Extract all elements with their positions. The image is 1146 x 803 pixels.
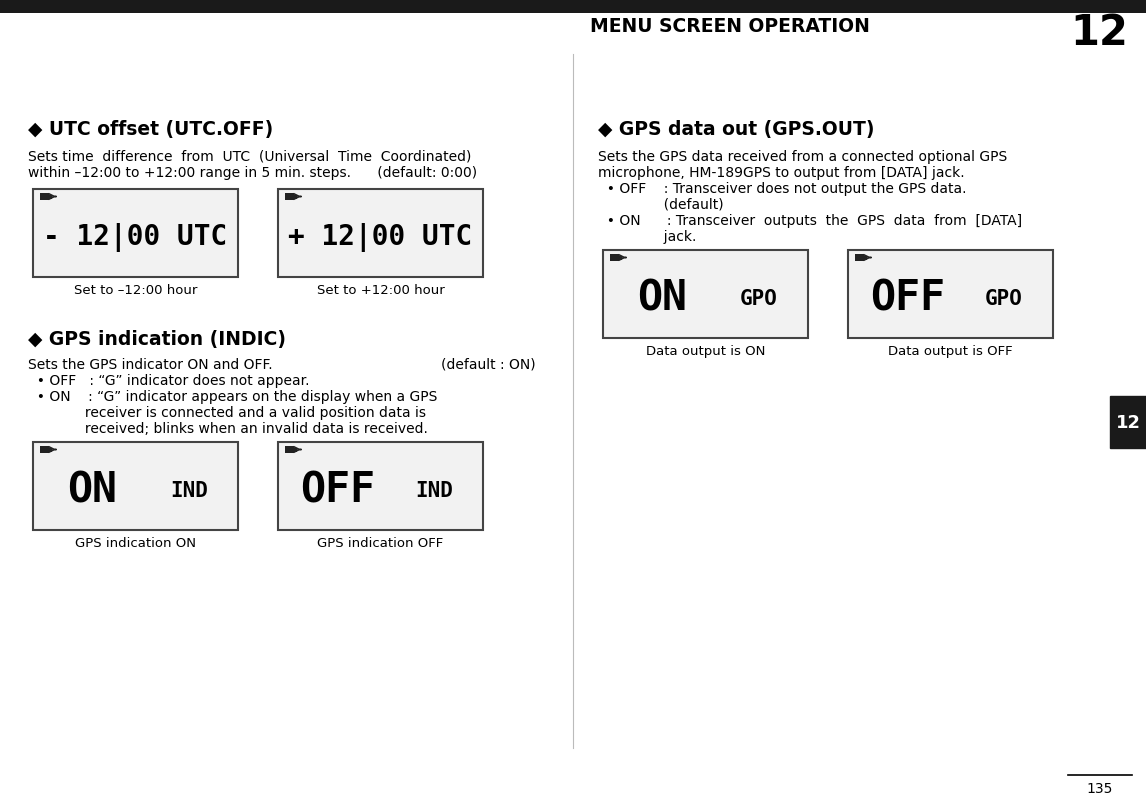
Text: IND: IND xyxy=(170,480,207,500)
Text: ◆ UTC offset (UTC.OFF): ◆ UTC offset (UTC.OFF) xyxy=(28,120,273,139)
Text: (default): (default) xyxy=(598,198,723,212)
Text: • ON    : “G” indicator appears on the display when a GPS: • ON : “G” indicator appears on the disp… xyxy=(28,389,438,403)
Text: ◆ GPS indication (INDIC): ◆ GPS indication (INDIC) xyxy=(28,329,286,349)
Text: received; blinks when an invalid data is received.: received; blinks when an invalid data is… xyxy=(28,422,427,435)
Bar xyxy=(285,446,295,454)
Text: Sets time  difference  from  UTC  (Universal  Time  Coordinated): Sets time difference from UTC (Universal… xyxy=(28,150,471,164)
Text: 12: 12 xyxy=(1115,414,1140,431)
Text: OFF: OFF xyxy=(870,278,945,320)
Text: OFF: OFF xyxy=(300,470,375,512)
Text: GPO: GPO xyxy=(984,288,1022,308)
Text: microphone, HM-189GPS to output from [DATA] jack.: microphone, HM-189GPS to output from [DA… xyxy=(598,165,965,180)
Text: • ON      : Transceiver  outputs  the  GPS  data  from  [DATA]: • ON : Transceiver outputs the GPS data … xyxy=(598,214,1022,228)
Text: jack.: jack. xyxy=(598,230,697,243)
FancyBboxPatch shape xyxy=(1110,397,1146,448)
Text: - 12|00 UTC: - 12|00 UTC xyxy=(44,223,228,252)
Bar xyxy=(855,255,864,262)
Text: Sets the GPS data received from a connected optional GPS: Sets the GPS data received from a connec… xyxy=(598,150,1007,164)
Text: GPS indication OFF: GPS indication OFF xyxy=(317,536,444,549)
Bar xyxy=(40,446,49,454)
Text: 135: 135 xyxy=(1086,781,1113,795)
Text: within –12:00 to +12:00 range in 5 min. steps.      (default: 0:00): within –12:00 to +12:00 range in 5 min. … xyxy=(28,165,477,180)
FancyBboxPatch shape xyxy=(33,190,238,278)
Text: • OFF   : “G” indicator does not appear.: • OFF : “G” indicator does not appear. xyxy=(28,373,309,388)
FancyBboxPatch shape xyxy=(278,190,482,278)
FancyBboxPatch shape xyxy=(603,251,808,339)
Bar xyxy=(610,255,619,262)
Text: Data output is ON: Data output is ON xyxy=(646,344,766,357)
Text: receiver is connected and a valid position data is: receiver is connected and a valid positi… xyxy=(28,406,426,419)
Text: • OFF    : Transceiver does not output the GPS data.: • OFF : Transceiver does not output the … xyxy=(598,181,966,196)
Text: GPO: GPO xyxy=(740,288,778,308)
Bar xyxy=(285,194,295,201)
Bar xyxy=(49,448,52,452)
Bar xyxy=(49,195,52,199)
FancyBboxPatch shape xyxy=(33,442,238,530)
Text: IND: IND xyxy=(415,480,453,500)
FancyBboxPatch shape xyxy=(848,251,1053,339)
Text: (default : ON): (default : ON) xyxy=(441,357,536,372)
Text: ON: ON xyxy=(637,278,688,320)
Text: Set to +12:00 hour: Set to +12:00 hour xyxy=(316,283,445,296)
Bar xyxy=(864,256,868,260)
Text: Data output is OFF: Data output is OFF xyxy=(888,344,1013,357)
Text: ON: ON xyxy=(68,470,117,512)
Text: 12: 12 xyxy=(1070,12,1128,54)
Bar xyxy=(295,448,297,452)
Text: MENU SCREEN OPERATION: MENU SCREEN OPERATION xyxy=(590,17,870,36)
FancyBboxPatch shape xyxy=(278,442,482,530)
Text: Set to –12:00 hour: Set to –12:00 hour xyxy=(73,283,197,296)
Bar xyxy=(0,0,1146,14)
Text: ◆ GPS data out (GPS.OUT): ◆ GPS data out (GPS.OUT) xyxy=(598,120,874,139)
Bar xyxy=(295,195,297,199)
Text: + 12|00 UTC: + 12|00 UTC xyxy=(289,223,472,252)
Bar xyxy=(40,194,49,201)
Text: GPS indication ON: GPS indication ON xyxy=(74,536,196,549)
Text: Sets the GPS indicator ON and OFF.: Sets the GPS indicator ON and OFF. xyxy=(28,357,273,372)
Bar xyxy=(619,256,622,260)
